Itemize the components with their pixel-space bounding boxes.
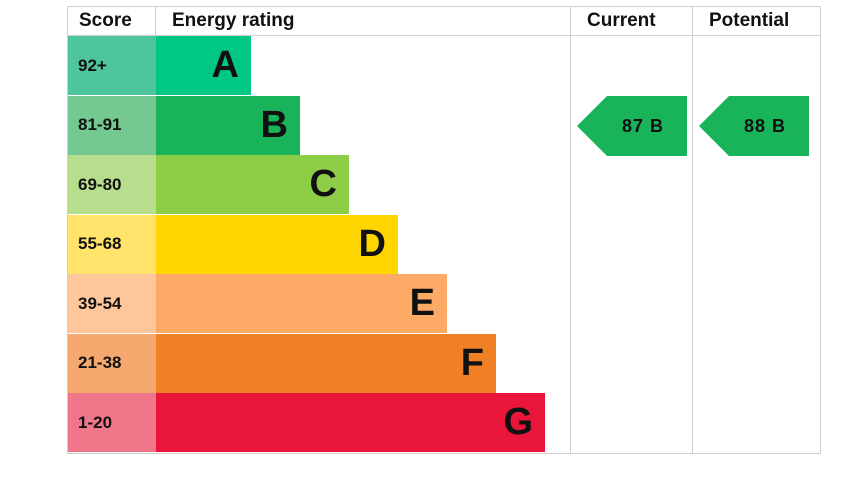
band-letter-g: G bbox=[503, 401, 533, 443]
band-letter-e: E bbox=[409, 282, 435, 324]
score-cell-g: 1-20 bbox=[67, 393, 156, 452]
current-arrow-shape bbox=[577, 95, 687, 156]
band-letter-a: A bbox=[211, 44, 239, 86]
right-border bbox=[820, 6, 821, 453]
score-header: Score bbox=[79, 10, 132, 31]
score-cell-a: 92+ bbox=[67, 36, 156, 95]
band-bar-a: A bbox=[156, 36, 251, 95]
band-bar-g: G bbox=[156, 393, 545, 452]
band-letter-f: F bbox=[460, 341, 484, 384]
bottom-border bbox=[67, 452, 821, 454]
score-cell-f: 21-38 bbox=[67, 333, 156, 393]
header-divider bbox=[67, 35, 821, 36]
band-bar-b: B bbox=[156, 95, 300, 155]
current-rating-arrow: 87 B bbox=[577, 95, 687, 156]
current-potential-divider bbox=[692, 6, 693, 453]
band-letter-b: B bbox=[260, 103, 288, 146]
top-border bbox=[67, 6, 821, 7]
current-header: Current bbox=[587, 10, 656, 31]
score-divider bbox=[155, 6, 156, 36]
band-bar-c: C bbox=[156, 155, 349, 214]
rating-header: Energy rating bbox=[172, 10, 295, 31]
band-bar-f: F bbox=[156, 333, 496, 393]
score-cell-d: 55-68 bbox=[67, 214, 156, 274]
band-bar-d: D bbox=[156, 214, 398, 274]
current-rating-label: 87 B bbox=[621, 115, 665, 136]
score-cell-e: 39-54 bbox=[67, 274, 156, 333]
band-bar-e: E bbox=[156, 274, 447, 333]
left-border bbox=[67, 6, 68, 453]
potential-rating-arrow: 88 B bbox=[699, 95, 809, 156]
band-letter-d: D bbox=[358, 222, 386, 265]
score-cell-c: 69-80 bbox=[67, 155, 156, 214]
score-cell-b: 81-91 bbox=[67, 95, 156, 155]
potential-rating-label: 88 B bbox=[743, 115, 787, 136]
band-letter-c: C bbox=[309, 163, 337, 205]
potential-arrow-shape bbox=[699, 95, 809, 156]
rating-current-divider bbox=[570, 6, 571, 453]
potential-header: Potential bbox=[709, 10, 790, 31]
